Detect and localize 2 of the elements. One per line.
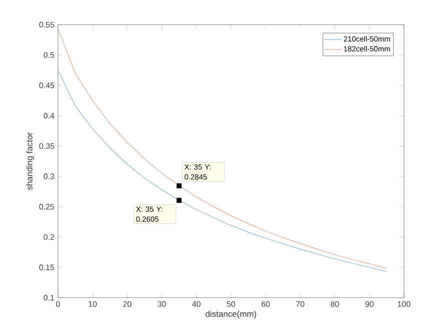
x-axis-title: distance(mm) [206, 310, 256, 319]
y-axis-title: shanding factor [26, 132, 34, 190]
